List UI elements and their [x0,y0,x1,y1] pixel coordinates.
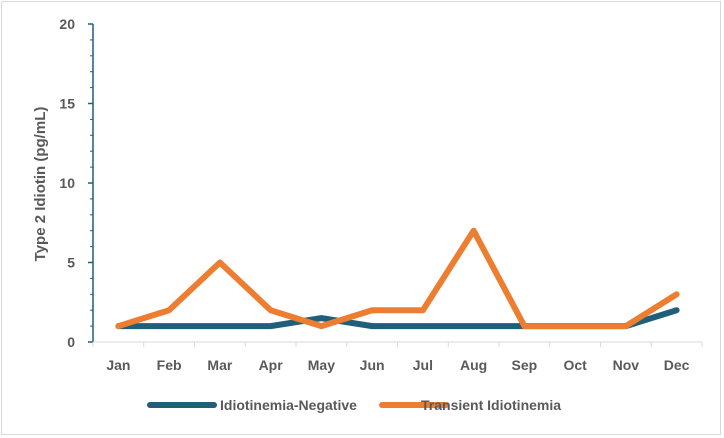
x-tick-label: Jun [360,357,385,373]
y-tick-label: 0 [67,334,75,350]
y-tick-label: 20 [59,16,75,32]
legend: Idiotinemia-Negative Transient Idiotinemi… [147,397,561,413]
x-tick-label: Oct [563,357,587,373]
x-tick-label: May [308,357,335,373]
y-tick-labels: 0 5 10 15 20 [59,16,75,350]
series-lines [115,227,680,330]
x-tick-label: Aug [460,357,487,373]
x-tick-label: Jul [413,357,433,373]
axes [88,23,703,347]
x-tick-label: Dec [664,357,690,373]
y-tick-label: 10 [59,175,75,191]
x-tick-label: Mar [207,357,232,373]
x-tick-label: Jan [106,357,130,373]
x-tick-label: Sep [512,357,538,373]
x-tick-labels: Jan Feb Mar Apr May Jun Jul Aug Sep Oct Nov Dec [106,357,689,373]
y-tick-label: 15 [59,96,75,112]
x-tick-label: Nov [613,357,640,373]
x-tick-label: Feb [157,357,182,373]
x-tick-label: Apr [259,357,284,373]
series-line-transient-idiotinemia [115,227,680,330]
legend-label: Transient Idiotinemia [421,397,561,413]
y-tick-label: 5 [67,255,75,271]
y-axis-label: Type 2 Idiotin (pg/mL) [32,107,49,262]
legend-label: Idiotinemia-Negative [220,397,357,413]
